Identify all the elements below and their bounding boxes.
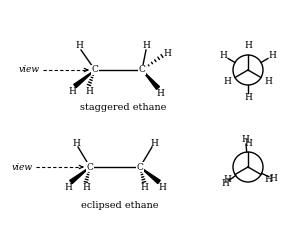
Text: C: C	[86, 162, 93, 171]
Text: C: C	[137, 162, 144, 171]
Text: C: C	[92, 65, 98, 74]
Text: view: view	[12, 162, 33, 171]
Text: H: H	[244, 94, 252, 103]
Text: H: H	[85, 86, 93, 95]
Text: H: H	[244, 41, 252, 50]
Text: H: H	[82, 184, 90, 193]
Text: H: H	[163, 49, 171, 58]
Text: H: H	[150, 139, 158, 148]
Text: C: C	[139, 65, 146, 74]
Text: H: H	[244, 139, 252, 148]
Text: H: H	[75, 41, 83, 50]
Text: H: H	[64, 182, 72, 191]
Text: H: H	[265, 175, 273, 184]
Polygon shape	[74, 70, 95, 88]
Text: H: H	[68, 86, 76, 95]
Text: H: H	[221, 179, 229, 188]
Polygon shape	[142, 70, 160, 89]
Polygon shape	[70, 167, 90, 184]
Text: H: H	[223, 175, 231, 184]
Text: H: H	[242, 135, 249, 144]
Polygon shape	[140, 167, 160, 184]
Text: H: H	[158, 182, 166, 191]
Text: H: H	[223, 77, 231, 86]
Text: H: H	[220, 52, 228, 61]
Text: H: H	[156, 88, 164, 97]
Text: H: H	[140, 184, 148, 193]
Text: H: H	[268, 52, 276, 61]
Text: eclipsed ethane: eclipsed ethane	[81, 200, 159, 209]
Text: staggered ethane: staggered ethane	[80, 104, 167, 112]
Text: H: H	[72, 139, 80, 148]
Text: H: H	[265, 77, 273, 86]
Text: H: H	[142, 40, 150, 50]
Text: view: view	[19, 65, 40, 74]
Text: H: H	[269, 174, 277, 183]
